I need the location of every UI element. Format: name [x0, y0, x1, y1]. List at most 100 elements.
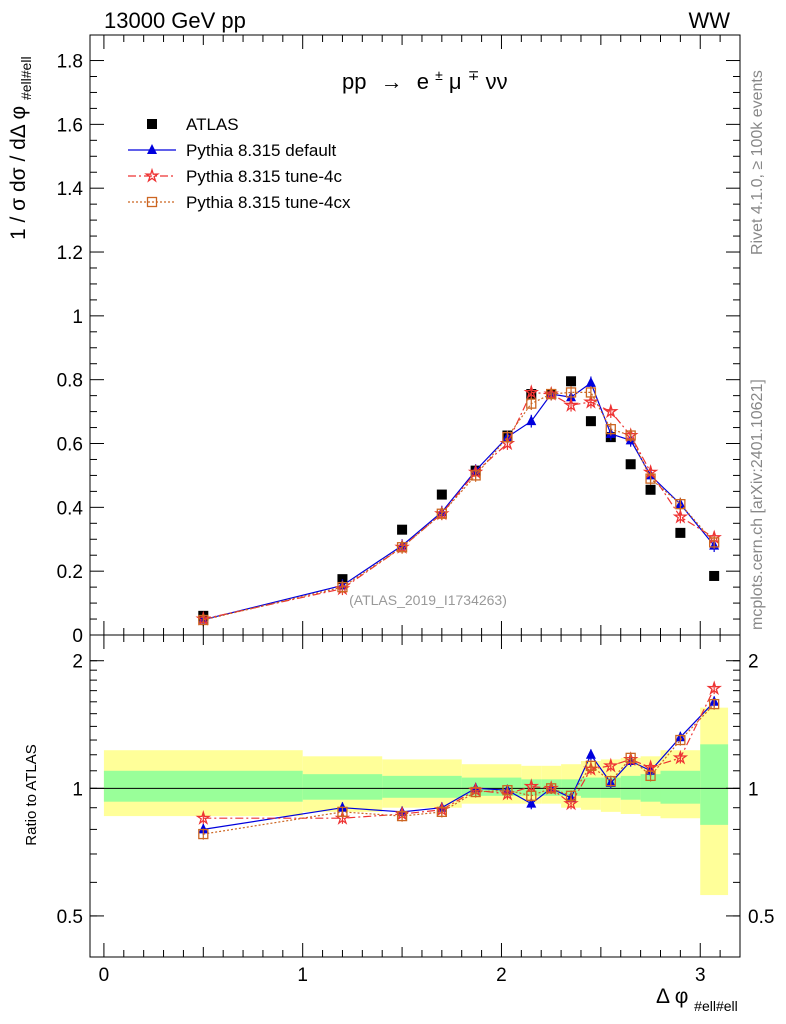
main-plot-content — [195, 376, 722, 627]
series-3 — [198, 386, 720, 627]
mc-point-tune-4cx — [546, 783, 557, 794]
mc-point-tune-4cx — [396, 542, 408, 553]
mc-point-tune-4c — [706, 680, 722, 696]
y-tick-label: 0 — [72, 626, 83, 647]
mc-point-tune-4c — [583, 393, 599, 409]
title-pp: pp — [342, 69, 366, 94]
mc-point-tune-4c — [144, 167, 160, 183]
title-e-sup: ± — [435, 67, 443, 83]
series-line — [203, 381, 715, 621]
data-point — [645, 484, 656, 495]
ratio-y-tick-label: 1 — [72, 779, 83, 800]
data-point — [397, 524, 408, 535]
title-nunu: νν — [486, 69, 508, 94]
mc-point-default — [526, 415, 537, 426]
x-axis-label-sub: #ell#ell — [694, 998, 738, 1014]
mc-point-tune-4cx — [470, 786, 481, 798]
process-label: WW — [688, 8, 730, 33]
mc-point-tune-4cx — [585, 760, 597, 771]
mc-point-tune-4c — [642, 759, 659, 775]
y-tick-label: 0.8 — [57, 371, 83, 392]
mc-point-tune-4cx — [565, 790, 577, 801]
data-point — [147, 119, 157, 129]
x-tick-label: 1 — [297, 965, 308, 986]
mc-point-tune-4cx — [526, 790, 537, 801]
title-arrow: → — [381, 69, 403, 94]
ratio-y-tick-label-right: 0.5 — [748, 907, 774, 928]
uncertainty-band-inner — [700, 744, 729, 825]
mc-point-default — [198, 823, 209, 834]
ratio-y-tick-label: 2 — [72, 652, 83, 673]
ratio-y-axis: 0.5 0.5 1 1 2 2 — [57, 652, 775, 928]
uncertainty-band-inner — [103, 770, 303, 802]
y-tick-label: 1 — [72, 307, 83, 328]
main-panel: 0 0.2 0.4 0.6 0.8 1 1.2 1.4 1.6 1.8 (ATLAS_2019_I… — [7, 34, 741, 647]
x-tick-label: 0 — [99, 965, 110, 986]
y-tick-label: 1.8 — [57, 52, 83, 73]
legend: ATLAS Pythia 8.315 default Pythia 8.315 tu… — [128, 115, 351, 212]
mc-point-tune-4cx — [645, 473, 656, 484]
mc-point-tune-4cx — [502, 785, 513, 796]
data-point — [709, 570, 720, 581]
mc-point-default — [585, 748, 596, 759]
mc-point-tune-4cx — [605, 775, 616, 787]
main-y-label: 1 / σ dσ / dΔ φ #ell#ell — [7, 56, 34, 240]
data-point — [625, 459, 636, 470]
mc-point-tune-4cx — [198, 614, 209, 626]
y-tick-label: 0.6 — [57, 435, 83, 456]
main-x-ticks — [103, 35, 721, 635]
mc-point-tune-4cx — [709, 698, 720, 710]
series-2 — [195, 384, 722, 626]
main-title: pp → e ± μ ∓ νν — [342, 60, 508, 94]
mc-point-tune-4cx — [436, 806, 447, 818]
mc-point-default — [147, 144, 157, 154]
rivet-version-label: Rivet 4.1.0, ≥ 100k events — [749, 70, 766, 255]
mc-point-tune-4cx — [625, 430, 636, 441]
x-axis-label: Δ φ #ell#ell — [656, 985, 738, 1014]
mc-point-tune-4cx — [526, 398, 537, 409]
mc-point-tune-4c — [523, 384, 540, 400]
series-1 — [198, 376, 720, 627]
y-tick-label: 1.2 — [57, 243, 83, 264]
mc-point-tune-4cx — [502, 431, 513, 443]
analysis-watermark: (ATLAS_2019_I1734263) — [349, 592, 507, 608]
mc-point-tune-4cx — [470, 470, 481, 481]
mc-point-tune-4cx — [337, 806, 348, 818]
data-point — [675, 527, 686, 538]
mc-point-tune-4c — [672, 508, 689, 524]
title-e: e — [417, 69, 429, 94]
title-mu: μ — [449, 69, 462, 94]
mc-point-tune-4cx — [565, 387, 577, 398]
legend-label: Pythia 8.315 tune-4cx — [186, 193, 351, 212]
x-axis-label-text: Δ φ — [656, 985, 688, 1008]
mc-point-tune-4c — [563, 795, 579, 811]
x-tick-label: 3 — [695, 965, 706, 986]
ratio-series-2 — [198, 698, 720, 840]
legend-label: ATLAS — [186, 115, 239, 134]
legend-label: Pythia 8.315 tune-4c — [186, 167, 342, 186]
uncertainty-band-inner — [302, 774, 383, 800]
ratio-x-axis: 0 1 2 3 — [99, 635, 721, 986]
data-point — [585, 416, 596, 427]
mc-point-tune-4c — [603, 403, 619, 419]
ratio-panel: 0.5 0.5 1 1 2 2 0 1 2 3 Ratio to ATLAS Δ φ #ell#… — [23, 634, 775, 1014]
energy-label: 13000 GeV pp — [104, 8, 246, 33]
mc-point-default — [526, 797, 537, 808]
ratio-y-tick-label: 0.5 — [57, 907, 83, 928]
mc-point-tune-4cx — [337, 581, 348, 593]
mc-point-tune-4cx — [625, 752, 636, 764]
legend-label: Pythia 8.315 default — [186, 141, 337, 160]
series-line — [203, 391, 715, 621]
mc-point-tune-4cx — [675, 498, 686, 510]
data-point — [566, 376, 577, 387]
mc-point-tune-4cx — [396, 810, 408, 822]
main-y-label-sub: #ell#ell — [18, 56, 34, 100]
uncertainty-band-inner — [660, 770, 701, 804]
y-tick-label: 0.2 — [57, 562, 83, 583]
mc-point-tune-4cx — [146, 196, 158, 208]
mc-point-default — [585, 376, 596, 387]
mc-point-tune-4cx — [645, 770, 656, 782]
mc-point-tune-4c — [563, 397, 579, 412]
mc-point-tune-4c — [523, 778, 540, 794]
